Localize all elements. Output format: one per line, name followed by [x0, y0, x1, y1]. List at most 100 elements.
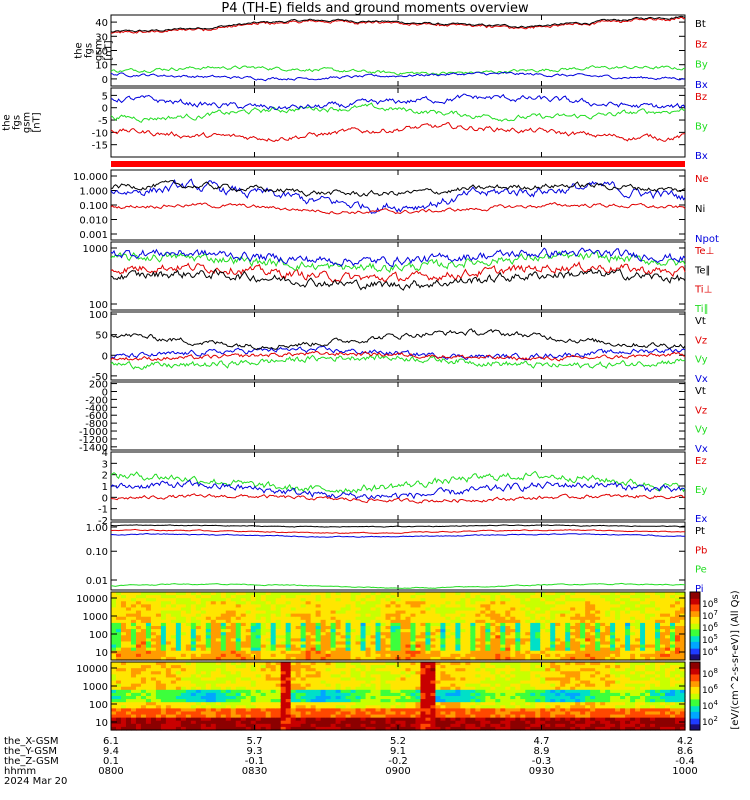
ytick-label: 3 [102, 459, 108, 470]
ytick-label: 10000 [76, 664, 108, 675]
ytick-label: 10 [95, 718, 108, 729]
time-col-z: -0.3 [532, 756, 552, 767]
ytick-label: 10.000 [73, 172, 108, 183]
time-col-x: 4.7 [534, 736, 550, 747]
time-col-x: 5.7 [247, 736, 263, 747]
ytick-label: 0.001 [79, 230, 108, 241]
series-Bx [110, 71, 686, 82]
ytick-label: 1 [102, 482, 108, 493]
ylabel: the fgs gsm [nT] [2, 112, 43, 133]
ylabel: the fgs gsm [nT] [74, 40, 115, 61]
legend-Pt: Pt [695, 526, 705, 537]
spectrogram-8 [111, 592, 686, 661]
legend-Vz: Vz [695, 335, 707, 346]
ytick-label: -15 [92, 141, 108, 152]
legend-Vy: Vy [695, 425, 708, 436]
time-col-hhmm: 0930 [529, 766, 554, 777]
time-row-label: 2024 Mar 20 [4, 776, 67, 787]
legend-Bx: Bx [695, 80, 708, 91]
time-col-y: 8.6 [677, 746, 693, 757]
time-col-x: 4.2 [677, 736, 693, 747]
legend-Te⊥: Te⊥ [694, 246, 714, 257]
time-col-hhmm: 0900 [385, 766, 410, 777]
series-Bt [110, 15, 686, 33]
ytick-label: 100 [89, 700, 108, 711]
colorbar-label: [eV/(cm^2-s-sr-eV)] (All Qs) [730, 590, 741, 729]
panel-frame-1 [110, 87, 686, 158]
legend-Bz: Bz [695, 39, 707, 50]
legend-Vt: Vt [695, 386, 706, 397]
panel-frame-2 [110, 169, 686, 241]
legend-Vx: Vx [695, 374, 708, 385]
ytick-label: -400 [85, 403, 108, 414]
ytick-label: 0.01 [86, 576, 108, 587]
time-row-label: the_Z-GSM [4, 756, 59, 767]
ylabel-line: [nT] [104, 40, 115, 60]
series-Ti-par [110, 251, 686, 273]
time-col-y: 9.3 [247, 746, 263, 757]
legend-Bt: Bt [695, 19, 706, 30]
time-col-z: -0.4 [675, 756, 695, 767]
ytick-label: 4 [102, 448, 108, 459]
ytick-label: -800 [85, 419, 108, 430]
colorbar-tick: 104 [702, 645, 718, 658]
legend-Npot: Npot [695, 234, 719, 245]
ytick-label: -600 [85, 411, 108, 422]
ytick-label: -2 [98, 516, 108, 527]
colorbar-tick: 108 [702, 667, 718, 680]
legend-Ni: Ni [695, 204, 705, 215]
series-Vz [110, 350, 686, 362]
legend-Pb: Pb [695, 545, 707, 556]
ytick-label: 100 [89, 630, 108, 641]
legend-Vz: Vz [695, 405, 707, 416]
spectrogram-9 [111, 662, 686, 731]
colorbar-tick: 104 [702, 699, 718, 712]
series-Ne [110, 202, 686, 215]
time-col-z: -0.2 [388, 756, 408, 767]
ytick-label: 200 [89, 380, 108, 391]
ytick-label: 10 [95, 648, 108, 659]
colorbar-9 [690, 662, 700, 731]
ytick-label: 1000 [83, 682, 108, 693]
legend-Ne: Ne [695, 174, 709, 185]
legend-Ey: Ey [695, 485, 707, 496]
ytick-label: 40 [95, 18, 108, 29]
ytick-label: 0 [102, 75, 108, 86]
legend-Te∥: Te∥ [694, 265, 711, 276]
time-col-hhmm: 0800 [98, 766, 123, 777]
ytick-label: -200 [85, 395, 108, 406]
ylabel-line: gsm [94, 40, 105, 61]
series-Npot [110, 178, 686, 214]
colorbar-tick: 102 [702, 715, 718, 728]
ylabel-line: gsm [22, 112, 33, 133]
time-col-hhmm: 0830 [242, 766, 267, 777]
ytick-label: 30 [95, 32, 108, 43]
series-By [110, 102, 686, 123]
ylabel-line: [nT] [32, 112, 43, 132]
ytick-label: 1000 [83, 244, 108, 255]
quality-flag-bar [111, 161, 685, 167]
series-Ti-perp [110, 247, 686, 268]
ytick-label: 0 [102, 351, 108, 362]
legend-By: By [695, 122, 708, 133]
time-col-z: -0.1 [245, 756, 265, 767]
time-col-z: 0.1 [103, 756, 119, 767]
time-row-label: the_X-GSM [4, 736, 58, 747]
ytick-label: 10000 [76, 594, 108, 605]
ytick-label: 1.000 [79, 187, 108, 198]
ytick-label: 0.10 [86, 547, 108, 558]
panel-frame-5 [110, 381, 686, 451]
colorbar-tick: 106 [702, 683, 718, 696]
series-Pt [111, 524, 685, 528]
ytick-label: 100 [89, 310, 108, 321]
legend-Vt: Vt [695, 316, 706, 327]
series-Bz [110, 122, 685, 142]
series-Te-perp [110, 261, 686, 283]
series-Vy [110, 353, 686, 370]
ylabel-line: the [2, 114, 13, 130]
ytick-label: -10 [92, 128, 108, 139]
series-Bz [110, 16, 686, 34]
time-col-y: 9.1 [390, 746, 406, 757]
time-col-x: 5.2 [390, 736, 406, 747]
